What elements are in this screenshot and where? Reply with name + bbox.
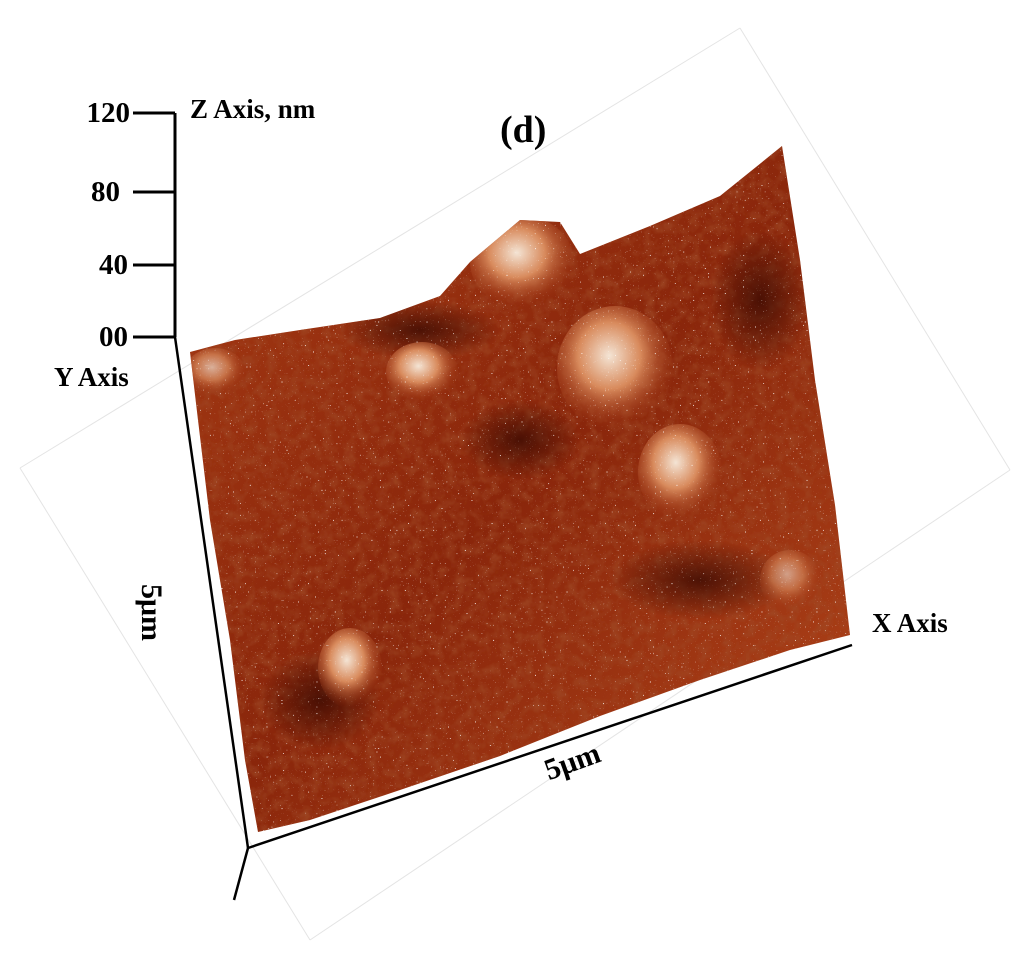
y-axis-title: Y Axis (54, 362, 129, 392)
z-tick-label: 00 (99, 321, 128, 353)
y-axis-line (173, 336, 250, 849)
x-axis-title: X Axis (872, 608, 948, 638)
axis-extension (232, 847, 250, 901)
z-tick-label: 120 (86, 97, 131, 129)
z-tick-label: 80 (91, 176, 120, 208)
afm-surface (190, 146, 850, 832)
y-length-label: 5μm (135, 584, 168, 641)
panel-label: (d) (500, 109, 547, 151)
x-axis-line (247, 643, 853, 850)
bounding-box (19, 27, 1011, 941)
z-axis-title: Z Axis, nm (190, 94, 316, 124)
axes (133, 111, 853, 901)
z-tick-label: 40 (99, 249, 128, 281)
